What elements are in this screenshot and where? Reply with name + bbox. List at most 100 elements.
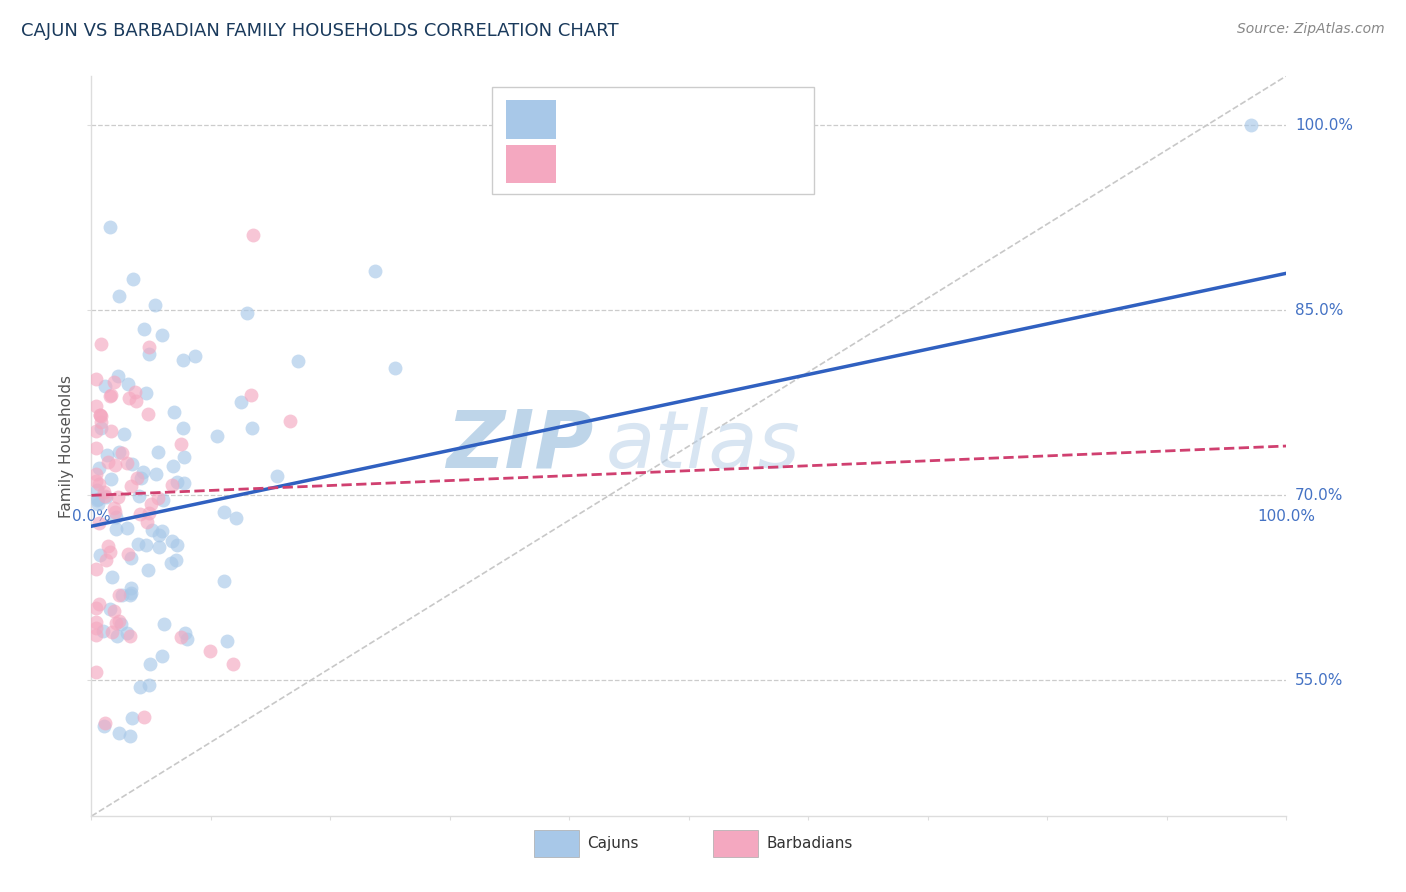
Point (108, 445, 131, 459)
Point (163, 404, 186, 418)
Point (266, 468, 288, 483)
Text: 85.0%: 85.0% (1295, 302, 1343, 318)
Point (100, 387, 122, 401)
Point (87, 460, 110, 475)
Point (184, 349, 207, 363)
Text: CAJUN VS BARBADIAN FAMILY HOUSEHOLDS CORRELATION CHART: CAJUN VS BARBADIAN FAMILY HOUSEHOLDS COR… (21, 22, 619, 40)
Point (84, 562, 107, 576)
Point (115, 521, 138, 535)
Point (138, 340, 160, 354)
Point (139, 497, 162, 511)
Point (148, 540, 170, 554)
Point (172, 421, 194, 435)
Point (162, 458, 184, 473)
Point (121, 710, 143, 724)
Point (152, 617, 174, 632)
Point (120, 585, 142, 599)
Point (120, 629, 142, 643)
Point (240, 421, 263, 435)
Point (100, 389, 122, 403)
Point (96, 553, 118, 567)
Point (84, 628, 107, 642)
Point (90, 337, 112, 351)
FancyBboxPatch shape (506, 145, 557, 183)
Point (239, 388, 262, 402)
Point (121, 272, 143, 286)
Text: ZIP: ZIP (446, 407, 593, 485)
Point (242, 227, 264, 242)
Point (87, 477, 110, 491)
Text: 70.0%: 70.0% (1295, 488, 1343, 503)
FancyBboxPatch shape (534, 830, 579, 857)
Point (120, 581, 142, 595)
Y-axis label: Family Households: Family Households (59, 375, 75, 517)
Point (145, 467, 167, 481)
FancyBboxPatch shape (492, 87, 814, 194)
Point (98, 545, 121, 559)
Point (150, 524, 173, 538)
Point (152, 493, 174, 508)
Point (125, 393, 148, 408)
Point (84, 665, 107, 680)
FancyBboxPatch shape (506, 100, 557, 139)
Point (131, 471, 153, 485)
Point (84, 621, 107, 635)
Point (108, 726, 131, 740)
Point (198, 644, 221, 658)
Point (94, 490, 117, 504)
Point (101, 625, 124, 640)
Point (138, 678, 160, 692)
Point (98, 602, 121, 616)
Text: 100.0%: 100.0% (1295, 118, 1353, 133)
Point (129, 680, 152, 694)
Point (96, 448, 118, 462)
Point (105, 510, 128, 524)
Point (84, 399, 107, 413)
Point (90, 409, 112, 423)
Point (90, 421, 112, 435)
Point (115, 625, 138, 640)
Point (89, 409, 111, 423)
Point (222, 657, 245, 671)
Point (98, 220, 121, 235)
Point (148, 527, 170, 541)
Point (86, 483, 108, 498)
Point (229, 394, 252, 409)
Text: atlas: atlas (605, 407, 800, 485)
Point (364, 264, 387, 278)
Point (278, 414, 301, 428)
Point (174, 626, 197, 640)
Point (235, 306, 257, 320)
Point (84, 615, 107, 630)
Point (108, 588, 131, 602)
Text: Cajuns: Cajuns (588, 836, 638, 851)
Point (138, 347, 160, 361)
Point (87, 516, 110, 530)
Point (160, 534, 183, 549)
Point (176, 632, 198, 646)
Point (84, 474, 107, 488)
Point (205, 429, 228, 443)
Point (143, 298, 166, 312)
Point (86, 493, 108, 508)
Point (135, 386, 157, 401)
Text: 55.0%: 55.0% (1295, 673, 1343, 688)
Point (93, 719, 115, 733)
Point (135, 538, 157, 552)
Text: R = 0.078: R = 0.078 (565, 155, 657, 173)
Point (107, 490, 129, 504)
Point (97, 539, 120, 553)
Point (1240, 118, 1263, 132)
Point (104, 505, 127, 519)
Point (93, 485, 115, 500)
Point (136, 515, 159, 529)
Point (172, 353, 194, 368)
Point (287, 353, 309, 368)
Point (110, 617, 132, 632)
Point (150, 649, 173, 664)
Point (129, 507, 152, 521)
Point (94, 716, 117, 731)
Point (90, 416, 112, 430)
Point (212, 574, 235, 589)
Point (132, 322, 155, 336)
